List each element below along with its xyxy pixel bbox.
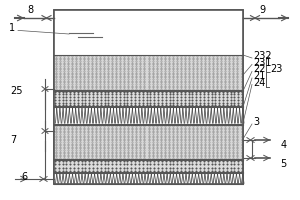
Text: 22: 22 bbox=[254, 64, 266, 74]
Bar bbox=[54, 107, 243, 124]
Text: 7: 7 bbox=[11, 135, 17, 145]
Bar bbox=[54, 10, 243, 56]
Text: 5: 5 bbox=[280, 159, 287, 169]
Bar bbox=[54, 55, 243, 90]
Text: 232: 232 bbox=[254, 51, 272, 61]
Text: 6: 6 bbox=[21, 172, 27, 182]
Text: 9: 9 bbox=[260, 5, 266, 15]
Text: 3: 3 bbox=[254, 117, 260, 127]
Bar bbox=[54, 125, 243, 159]
Text: 23: 23 bbox=[270, 64, 282, 74]
Bar bbox=[54, 10, 243, 184]
Bar bbox=[54, 10, 243, 184]
Text: 21: 21 bbox=[254, 71, 266, 81]
Text: 25: 25 bbox=[11, 86, 23, 96]
Bar bbox=[54, 160, 243, 172]
Text: 24: 24 bbox=[254, 78, 266, 88]
Bar bbox=[54, 91, 243, 106]
Bar bbox=[54, 173, 243, 184]
Text: 231: 231 bbox=[254, 58, 272, 68]
Text: 1: 1 bbox=[9, 23, 15, 33]
Text: 8: 8 bbox=[27, 5, 33, 15]
Text: 4: 4 bbox=[280, 140, 286, 150]
